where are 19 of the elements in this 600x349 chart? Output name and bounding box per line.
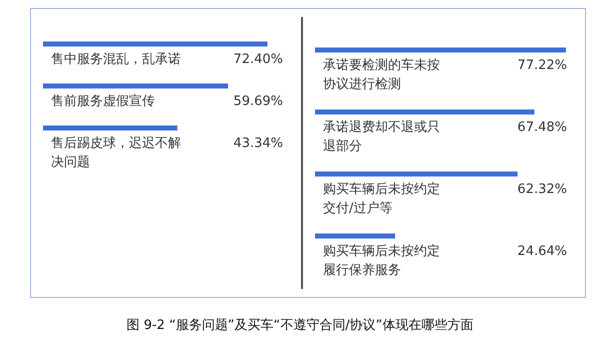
y-tick-label: 售前服务虚假宣传	[51, 93, 155, 109]
data-label: 77.22%	[517, 58, 567, 73]
data-label: 62.32%	[517, 182, 567, 197]
y-tick-label: 购买车辆后未按约定履行保养服务	[323, 244, 440, 278]
y-tick-label: 承诺退费却不退或只退部分	[323, 120, 440, 154]
data-label: 24.64%	[517, 244, 567, 259]
y-tick-label: 购买车辆后未按约定交付/过户等	[323, 182, 440, 216]
data-label: 72.40%	[233, 52, 283, 67]
data-label: 67.48%	[517, 120, 567, 135]
data-label: 43.34%	[233, 136, 283, 151]
bar	[315, 234, 396, 238]
bar	[315, 172, 518, 176]
y-tick-label: 承诺要检测的车未按协议进行检测	[323, 58, 440, 92]
caption: 图 9-2 “服务问题”及买车“不遵守合同/协议”体现在哪些方面	[126, 317, 474, 334]
y-tick-label: 售后踢皮球，迟迟不解决问题	[51, 136, 181, 170]
bar	[315, 48, 566, 52]
y-tick-label: 售中服务混乱，乱承诺	[51, 52, 181, 67]
bar	[315, 110, 534, 114]
data-label: 59.69%	[233, 94, 283, 109]
